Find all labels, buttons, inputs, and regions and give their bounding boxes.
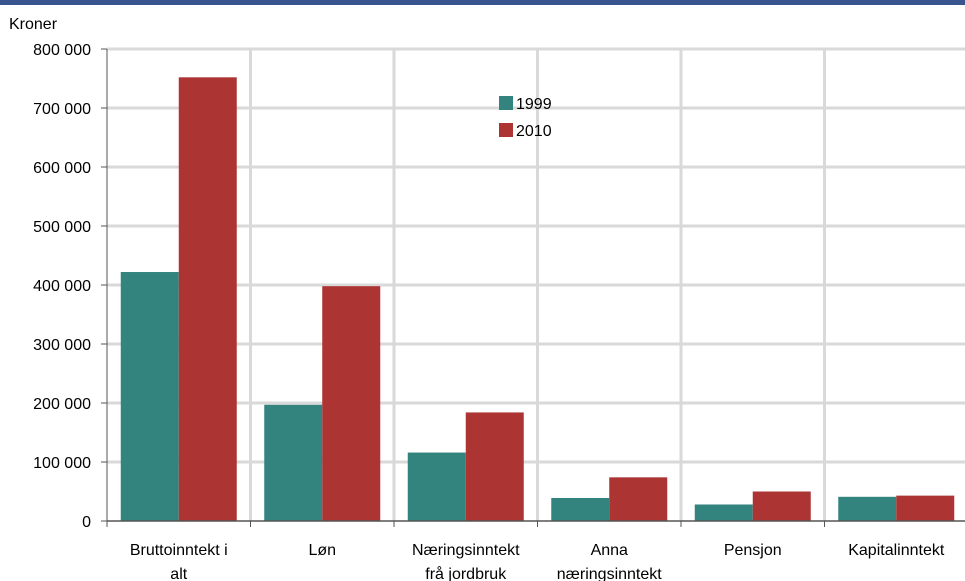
bar-1999-3 — [551, 497, 610, 521]
bar-2010-0 — [178, 77, 237, 521]
y-tick-label: 0 — [82, 514, 91, 531]
top-accent-bar — [0, 0, 965, 5]
legend-label-2010: 2010 — [516, 123, 552, 140]
x-category-label: alt — [170, 566, 187, 581]
x-category-label: Løn — [308, 542, 336, 559]
y-tick-label: 200 000 — [33, 396, 91, 413]
legend: 1999 2010 — [499, 96, 552, 140]
y-tick-label: 300 000 — [33, 337, 91, 354]
y-tick-label: 400 000 — [33, 278, 91, 295]
bars — [120, 77, 955, 521]
x-category-label: Anna — [591, 542, 628, 559]
x-category-label: frå jordbruk — [425, 565, 507, 581]
legend-swatch-2010 — [499, 123, 513, 137]
y-tick-label: 600 000 — [33, 160, 91, 177]
bar-2010-5 — [896, 495, 955, 521]
legend-label-1999: 1999 — [516, 96, 552, 113]
bar-2010-4 — [752, 491, 811, 521]
x-axis: Bruttoinntekt i alt Løn Næringsinntekt frå j… — [106, 520, 965, 581]
y-axis-ticks: 0 100 000 200 000 300 000 400 000 500 000 600 … — [33, 42, 108, 531]
x-category-label: Næringsinntekt — [412, 542, 520, 559]
bar-1999-0 — [120, 272, 179, 521]
bar-2010-1 — [322, 286, 381, 521]
y-axis-label: Kroner — [9, 16, 58, 33]
gridlines — [107, 47, 965, 521]
x-category-label: Bruttoinntekt i — [130, 542, 228, 559]
bar-1999-4 — [694, 504, 753, 521]
bar-1999-2 — [407, 452, 466, 521]
y-tick-label: 500 000 — [33, 219, 91, 236]
x-category-label: næringsinntekt — [557, 566, 663, 581]
y-tick-label: 700 000 — [33, 101, 91, 118]
bar-1999-1 — [264, 404, 323, 521]
y-tick-label: 100 000 — [33, 455, 91, 472]
legend-swatch-1999 — [499, 96, 513, 110]
y-tick-label: 800 000 — [33, 42, 91, 59]
x-category-label: Kapitalinntekt — [848, 542, 945, 559]
x-category-label: Pensjon — [724, 542, 782, 559]
bar-1999-5 — [838, 496, 897, 521]
bar-2010-2 — [465, 412, 524, 521]
bar-2010-3 — [609, 477, 668, 521]
